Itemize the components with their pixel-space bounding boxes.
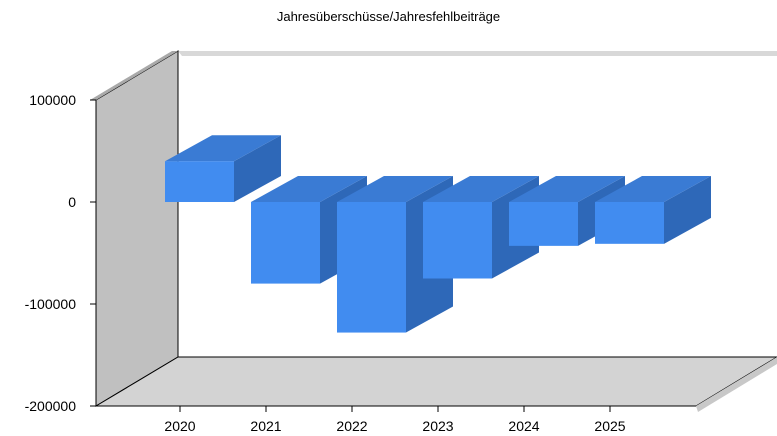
- bar-front: [337, 202, 406, 333]
- bar-top: [595, 176, 711, 202]
- bar-front: [423, 202, 492, 279]
- bar-2025: [595, 176, 711, 244]
- bar-top: [251, 176, 367, 202]
- bar-side: [664, 176, 711, 244]
- bar-front: [595, 202, 664, 244]
- floor-side-edge: [696, 357, 777, 412]
- bar-2024: [509, 176, 625, 246]
- y-tick-label: 100000: [29, 92, 76, 108]
- x-tick-label: 2024: [508, 418, 539, 434]
- left-wall-top-edge: [90, 51, 178, 100]
- bar-top: [165, 135, 281, 162]
- back-wall-top-edge: [178, 51, 777, 56]
- x-tick-label: 2020: [164, 418, 195, 434]
- chart-title: Jahresüberschüsse/Jahresfehlbeiträge: [276, 9, 501, 24]
- x-tick-label: 2021: [250, 418, 281, 434]
- y-tick-label: -100000: [25, 296, 77, 312]
- bar-side: [234, 135, 281, 202]
- left-wall: [95, 50, 179, 407]
- bar-front: [251, 202, 320, 284]
- bar-top: [337, 176, 453, 202]
- bar-top: [423, 176, 539, 202]
- bar-top: [509, 176, 625, 202]
- chart-axes: 100000 0 -100000 -200000 2020 2021 2022 2023 202…: [25, 92, 696, 434]
- y-tick-label: -200000: [25, 398, 77, 414]
- bar-front: [165, 161, 234, 202]
- floor-front-edge: [96, 406, 696, 412]
- floor: [94, 356, 777, 407]
- bar-2020: [165, 135, 281, 202]
- bar-front: [509, 202, 578, 246]
- x-tick-label: 2022: [336, 418, 367, 434]
- x-tick-label: 2023: [422, 418, 453, 434]
- bar-group: [165, 135, 711, 333]
- y-tick-label: 0: [68, 194, 76, 210]
- x-tick-label: 2025: [594, 418, 625, 434]
